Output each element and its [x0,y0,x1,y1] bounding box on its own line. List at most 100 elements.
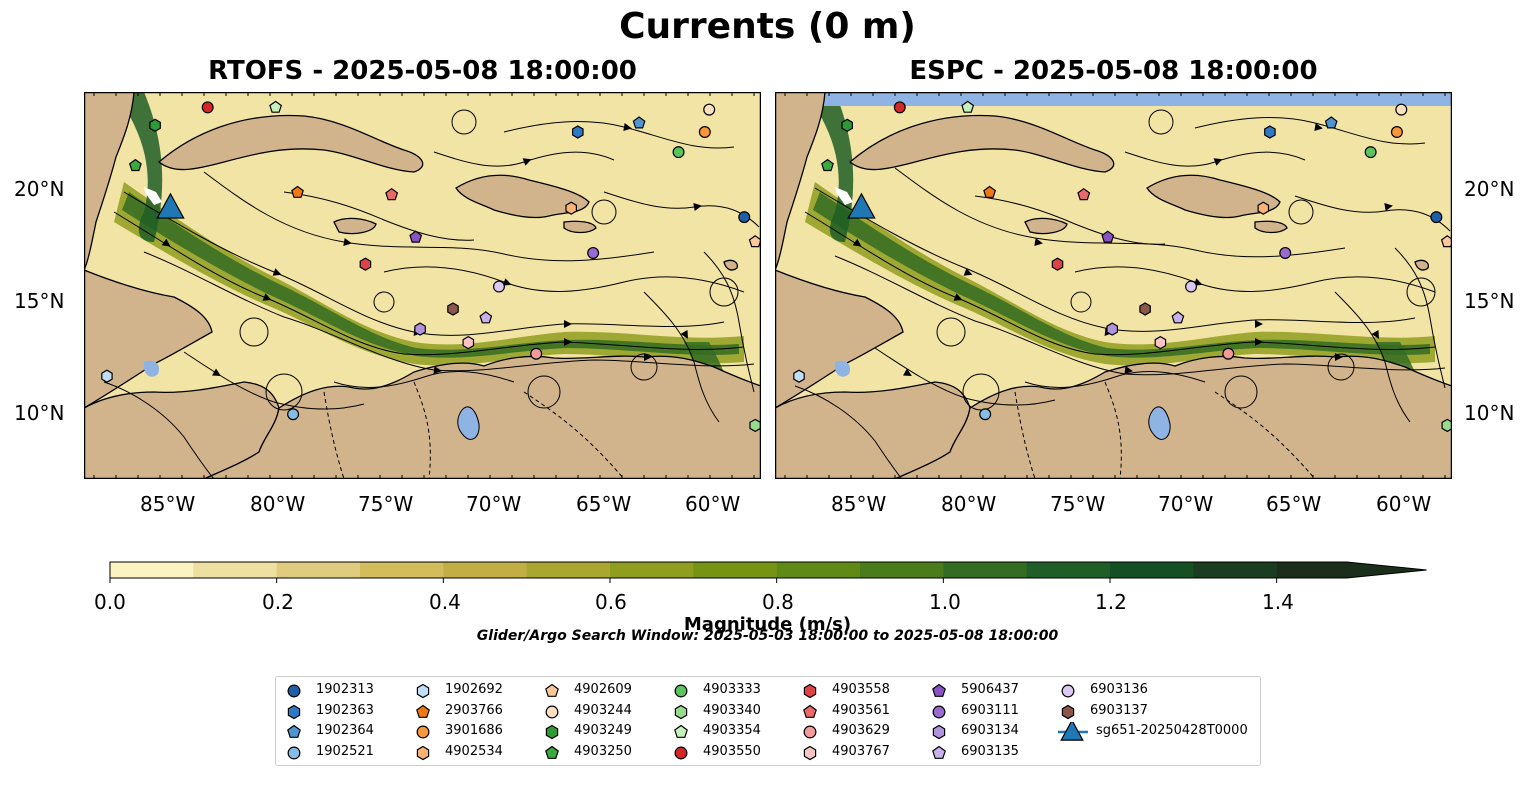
legend-label: 4902609 [574,682,632,697]
legend-marker [674,746,688,759]
colorbar-segment [776,562,861,578]
float-marker [101,369,113,383]
streamline-arrowhead [903,368,912,376]
legend-triangle-marker [1060,722,1084,741]
colorbar-tick-2: 0.4 [429,590,461,614]
eddy-streamline [1288,199,1314,225]
legend-label: 6903136 [1090,682,1148,697]
espc-map [775,92,1452,479]
lake-maracaibo [457,406,480,440]
streamline [974,195,1166,245]
legend-label: 6903134 [961,723,1019,738]
streamline-arrowhead [433,366,442,374]
glider-marker [156,192,185,219]
legend-marker [674,724,688,738]
streamline-arrowhead [693,203,702,211]
honduras-land [84,269,213,409]
float-marker [1101,230,1115,243]
streamline-arrowhead [522,158,532,166]
eddy-streamline [936,317,966,347]
legend-marker [545,724,559,740]
legend-label: 4903249 [574,723,632,738]
colorbar-segment [443,562,528,578]
legend-marker-icon [932,683,946,697]
legend-label: 2903766 [445,702,503,718]
east-islands-land [1414,259,1429,271]
float-marker [572,125,584,139]
legend-label: 6903135 [961,743,1019,759]
eddy-streamline [709,277,739,307]
float-marker [414,322,426,336]
streamline [874,347,1056,406]
current-speed-band [114,92,163,242]
streamline-arrowhead [502,278,512,286]
streamline [643,291,720,423]
eddy-streamline [265,373,303,411]
legend-marker [932,705,946,718]
eddy-streamline [451,109,477,135]
float-marker [462,335,475,350]
lat-label-left-20n: 20°N [14,177,65,201]
colorbar [109,561,1427,583]
lake-nicaragua [834,360,851,377]
map-frame [84,92,761,479]
float-marker [479,311,493,324]
legend-marker [287,684,301,698]
glider-marker [847,192,876,219]
streamline [703,251,755,393]
streamline-arrowhead [1124,366,1133,374]
float-marker [447,302,459,316]
float-marker [530,347,543,360]
colorbar-segment [1026,562,1111,578]
streamline-arrowhead [953,293,963,301]
colorbar-segment [1110,562,1194,578]
float-marker [1171,311,1185,324]
legend-label: 1902692 [445,682,503,697]
streamline-arrowhead [1255,320,1263,328]
legend-label: 4903340 [703,702,761,718]
colorbar-segment [193,562,278,578]
streamline [1394,247,1446,389]
streamline-arrowhead [272,268,282,276]
float-marker [1139,302,1151,316]
lon-label-left-60w: 60°W [685,492,741,516]
float-marker [749,418,761,433]
float-marker [738,211,751,224]
eddy-streamline [1148,109,1174,135]
current-speed-band [805,92,854,242]
float-marker [1430,211,1443,224]
colorbar-tick-1: 0.2 [262,590,294,614]
colorbar-outline [109,561,1427,579]
legend-label: 4903354 [703,723,761,738]
figure-title: Currents (0 m) [619,6,916,47]
colorbar-segment [276,562,361,578]
float-marker [632,116,646,129]
current-speed-band [813,192,1430,358]
legend-marker-icon [416,745,430,760]
legend-marker [1061,704,1075,719]
cuba-land [157,114,424,173]
float-marker [979,408,992,421]
lon-label-right-75w: 75°W [1050,492,1106,516]
colorbar-segment [610,562,694,578]
float-marker [587,246,600,259]
legend-label: 5906437 [961,682,1019,697]
eddy-streamline [1406,277,1436,307]
streamline [333,371,515,388]
legend-marker [803,725,817,739]
legend-marker [416,725,430,739]
colorbar-segment [943,562,1028,578]
streamline-arrowhead [644,353,652,361]
legend-marker-icon [416,683,430,699]
legend-marker-icon [545,745,559,759]
colorbar-tick-3: 0.6 [595,590,627,614]
float-marker [1257,201,1270,215]
streamline-arrowhead [1034,238,1043,246]
streamline-arrowhead [262,293,272,301]
legend-marker-icon [287,724,301,738]
streamline [1024,371,1206,388]
streamline [794,385,903,479]
rtofs-map-canvas [84,92,761,479]
float-marker [672,146,685,159]
streamline [894,167,1346,258]
